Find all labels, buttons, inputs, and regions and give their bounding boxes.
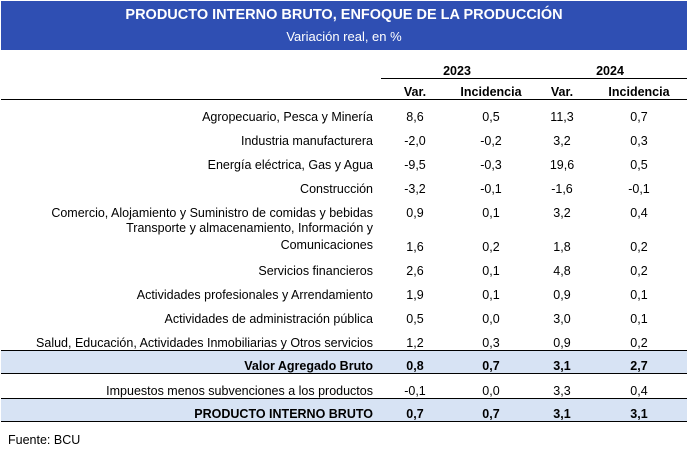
row-value: 4,8 bbox=[553, 264, 571, 278]
row-value: 0,1 bbox=[630, 288, 648, 302]
row-label-line: Transporte y almacenamiento, Información… bbox=[126, 221, 373, 235]
table-subtitle: Variación real, en % bbox=[286, 29, 402, 44]
row-value: 0,9 bbox=[553, 336, 571, 350]
table-row: Actividades profesionales y Arrendamient… bbox=[1, 278, 687, 302]
impuestos-label: Impuestos menos subvenciones a los produ… bbox=[106, 384, 373, 398]
table-row: Energía eléctrica, Gas y Agua -9,5 -0,3 … bbox=[1, 148, 687, 172]
row-value: -2,0 bbox=[404, 134, 426, 148]
row-value: 11,3 bbox=[550, 110, 574, 124]
pib-value: 3,1 bbox=[591, 398, 687, 422]
row-value: 0,1 bbox=[482, 288, 500, 302]
row-value: 1,6 bbox=[406, 240, 424, 254]
col-incidencia-2023: Incidencia bbox=[449, 78, 533, 100]
row-value: -0,1 bbox=[480, 182, 502, 196]
row-value: -1,6 bbox=[551, 182, 573, 196]
row-value: -3,2 bbox=[404, 182, 426, 196]
row-value: 19,6 bbox=[549, 158, 575, 172]
row-value: 0,9 bbox=[553, 288, 571, 302]
table-row: Actividades de administración pública 0,… bbox=[1, 302, 687, 326]
table-row: Agropecuario, Pesca y Minería 8,6 0,5 11… bbox=[1, 100, 687, 124]
row-value: 1,9 bbox=[406, 288, 424, 302]
row-value: 0,5 bbox=[406, 312, 424, 326]
row-value: 1,2 bbox=[406, 336, 424, 350]
row-value: 0,5 bbox=[630, 158, 648, 172]
row-label: Industria manufacturera bbox=[240, 134, 373, 148]
vab-value: 3,1 bbox=[533, 350, 591, 374]
row-value: 2,6 bbox=[406, 264, 424, 278]
row-value: 0,1 bbox=[630, 312, 648, 326]
row-value: 3,2 bbox=[553, 134, 571, 148]
table-row: Servicios financieros 2,6 0,1 4,8 0,2 bbox=[1, 254, 687, 278]
row-value: -9,5 bbox=[404, 158, 426, 172]
row-value: 0,2 bbox=[630, 336, 648, 350]
row-value: 8,6 bbox=[406, 110, 424, 124]
year-2024: 2024 bbox=[533, 58, 687, 79]
row-value: -0,1 bbox=[628, 182, 650, 196]
vab-label: Valor Agregado Bruto bbox=[1, 350, 381, 374]
pib-value: 3,1 bbox=[533, 398, 591, 422]
row-label: Comercio, Alojamiento y Suministro de co… bbox=[51, 206, 373, 220]
row-value: -0,2 bbox=[480, 134, 502, 148]
year-2023: 2023 bbox=[381, 58, 533, 79]
row-label: Transporte y almacenamiento, Información… bbox=[1, 220, 381, 254]
impuestos-value: 3,3 bbox=[553, 384, 571, 398]
col-var-2023: Var. bbox=[381, 78, 449, 100]
source-note: Fuente: BCU bbox=[8, 433, 81, 447]
row-value: 3,2 bbox=[553, 206, 571, 220]
row-value: 0,2 bbox=[630, 240, 648, 254]
pib-label: PRODUCTO INTERNO BRUTO bbox=[1, 398, 381, 422]
table-row: Construcción -3,2 -0,1 -1,6 -0,1 bbox=[1, 172, 687, 196]
row-value: 0,1 bbox=[482, 264, 500, 278]
table-title: PRODUCTO INTERNO BRUTO, ENFOQUE DE LA PR… bbox=[125, 7, 563, 23]
impuestos-value: 0,4 bbox=[630, 384, 648, 398]
year-header-row: 2023 2024 bbox=[1, 58, 687, 79]
row-value: 0,2 bbox=[482, 240, 500, 254]
row-label-line: Comunicaciones bbox=[280, 238, 373, 252]
row-value: 1,8 bbox=[553, 240, 571, 254]
table-row: Comercio, Alojamiento y Suministro de co… bbox=[1, 196, 687, 220]
impuestos-row: Impuestos menos subvenciones a los produ… bbox=[1, 374, 687, 399]
table-row: Salud, Educación, Actividades Inmobiliar… bbox=[1, 326, 687, 351]
pib-value: 0,7 bbox=[381, 398, 449, 422]
table-row: Transporte y almacenamiento, Información… bbox=[1, 220, 687, 254]
row-value: 0,4 bbox=[630, 206, 648, 220]
row-value: 3,0 bbox=[553, 312, 571, 326]
gdp-table: 2023 2024 Var. Incidencia Var. Incidenci… bbox=[1, 58, 687, 422]
row-value: -0,3 bbox=[480, 158, 502, 172]
row-value: 0,1 bbox=[482, 206, 500, 220]
table-row: Industria manufacturera -2,0 -0,2 3,2 0,… bbox=[1, 124, 687, 148]
col-incidencia-2024: Incidencia bbox=[591, 78, 687, 100]
table-header: PRODUCTO INTERNO BRUTO, ENFOQUE DE LA PR… bbox=[1, 1, 687, 50]
row-label: Actividades profesionales y Arrendamient… bbox=[136, 288, 373, 302]
row-label: Energía eléctrica, Gas y Agua bbox=[207, 158, 373, 172]
row-value: 0,7 bbox=[630, 110, 648, 124]
row-value: 0,9 bbox=[406, 206, 424, 220]
row-label: Servicios financieros bbox=[258, 264, 373, 278]
impuestos-value: -0,1 bbox=[404, 384, 426, 398]
pib-value: 0,7 bbox=[449, 398, 533, 422]
row-value: 0,3 bbox=[482, 336, 500, 350]
row-label: Salud, Educación, Actividades Inmobiliar… bbox=[36, 336, 373, 350]
row-value: 0,0 bbox=[482, 312, 500, 326]
row-value: 0,5 bbox=[482, 110, 500, 124]
column-header-row: Var. Incidencia Var. Incidencia bbox=[1, 78, 687, 100]
vab-value: 2,7 bbox=[591, 350, 687, 374]
pib-row: PRODUCTO INTERNO BRUTO 0,7 0,7 3,1 3,1 bbox=[1, 398, 687, 422]
row-label: Agropecuario, Pesca y Minería bbox=[202, 110, 373, 124]
vab-row: Valor Agregado Bruto 0,8 0,7 3,1 2,7 bbox=[1, 350, 687, 374]
impuestos-value: 0,0 bbox=[482, 384, 500, 398]
row-label: Construcción bbox=[300, 182, 373, 196]
row-label: Actividades de administración pública bbox=[164, 312, 373, 326]
row-value: 0,2 bbox=[630, 264, 648, 278]
row-value: 0,3 bbox=[630, 134, 648, 148]
vab-value: 0,8 bbox=[381, 350, 449, 374]
col-var-2024: Var. bbox=[533, 78, 591, 100]
vab-value: 0,7 bbox=[449, 350, 533, 374]
